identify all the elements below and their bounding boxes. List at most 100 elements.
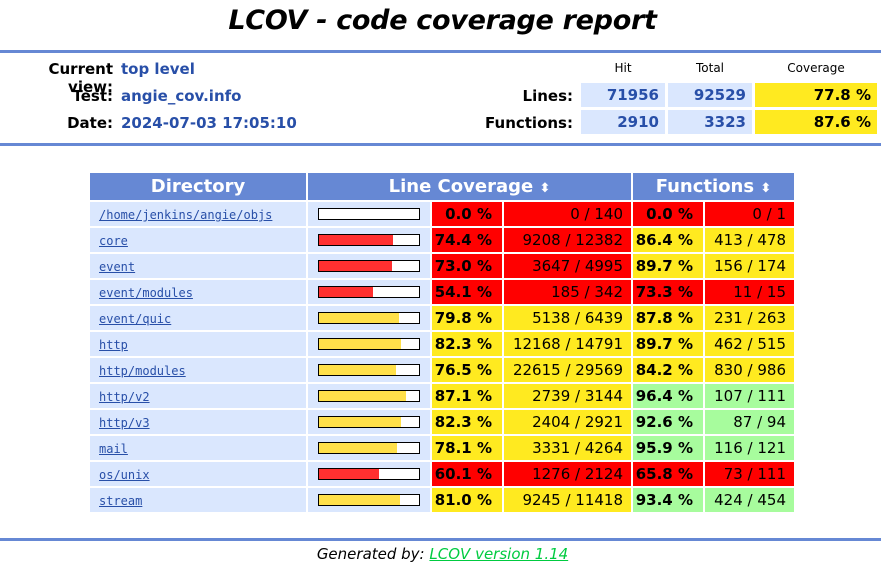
coverage-table: Directory Line Coverage ⬍ Functions ⬍ /h… [88,171,796,514]
directory-header: Directory [90,173,306,200]
function-coverage-count: 87 / 94 [705,410,794,434]
header-bottom-ruler [0,143,881,146]
function-coverage-count: 73 / 111 [705,462,794,486]
coverage-bar [318,442,420,454]
directory-cell: http [90,332,306,356]
coverage-bar-fill [319,235,394,245]
sort-icon[interactable]: ⬍ [760,181,772,196]
function-coverage-percent: 93.4 % [633,488,703,512]
coverage-bar [318,364,420,376]
hit-column-header: Hit [614,61,632,75]
coverage-bar-fill [319,443,398,453]
test-label: Test: [72,87,113,105]
lines-coverage: 77.8 % [755,83,877,107]
line-coverage-count: 3647 / 4995 [504,254,631,278]
table-row: event 73.0 % 3647 / 4995 89.7 % 156 / 174 [90,254,794,278]
function-coverage-count: 424 / 454 [705,488,794,512]
total-column-header: Total [695,61,725,75]
coverage-bar-fill [319,469,380,479]
function-coverage-percent: 96.4 % [633,384,703,408]
line-coverage-count: 2404 / 2921 [504,410,631,434]
function-coverage-percent: 95.9 % [633,436,703,460]
directory-link[interactable]: stream [99,494,143,508]
directory-cell: event/quic [90,306,306,330]
line-coverage-percent: 54.1 % [432,280,502,304]
footer: Generated by: LCOV version 1.14 [0,545,885,563]
line-coverage-percent: 81.0 % [432,488,502,512]
line-coverage-header[interactable]: Line Coverage ⬍ [308,173,631,200]
directory-link[interactable]: event/quic [99,312,172,326]
coverage-bar-cell [308,410,430,434]
line-coverage-count: 0 / 140 [504,202,631,226]
line-coverage-percent: 82.3 % [432,410,502,434]
coverage-bar-cell [308,384,430,408]
coverage-bar-cell [308,488,430,512]
directory-link[interactable]: core [99,234,128,248]
table-row: stream 81.0 % 9245 / 11418 93.4 % 424 / 454 [90,488,794,512]
function-coverage-percent: 92.6 % [633,410,703,434]
directory-link[interactable]: http [99,338,128,352]
coverage-bar-cell [308,254,430,278]
function-coverage-percent: 0.0 % [633,202,703,226]
page-title: LCOV - code coverage report [228,5,657,36]
line-coverage-percent: 60.1 % [432,462,502,486]
directory-link[interactable]: event/modules [99,286,193,300]
coverage-bar-cell [308,306,430,330]
coverage-bar [318,286,420,298]
coverage-bar [318,234,420,246]
directory-link[interactable]: /home/jenkins/angie/objs [99,208,273,222]
directory-cell: /home/jenkins/angie/objs [90,202,306,226]
table-row: core 74.4 % 9208 / 12382 86.4 % 413 / 478 [90,228,794,252]
line-coverage-percent: 87.1 % [432,384,502,408]
directory-link[interactable]: os/unix [99,468,150,482]
directory-link[interactable]: mail [99,442,128,456]
lines-label: Lines: [522,87,573,105]
table-row: event/modules 54.1 % 185 / 342 73.3 % 11 / 1… [90,280,794,304]
function-coverage-count: 830 / 986 [705,358,794,382]
directory-cell: http/modules [90,358,306,382]
coverage-bar-fill [319,339,402,349]
sort-icon[interactable]: ⬍ [539,181,551,196]
footer-ruler [0,538,881,541]
line-coverage-percent: 79.8 % [432,306,502,330]
coverage-bar [318,338,420,350]
line-coverage-percent: 82.3 % [432,332,502,356]
directory-cell: event [90,254,306,278]
line-coverage-count: 185 / 342 [504,280,631,304]
function-coverage-percent: 87.8 % [633,306,703,330]
functions-header[interactable]: Functions ⬍ [633,173,794,200]
line-coverage-count: 3331 / 4264 [504,436,631,460]
coverage-bar-fill [319,287,374,297]
coverage-bar-fill [319,261,392,271]
current-view-link[interactable]: top level [121,60,195,78]
line-coverage-percent: 0.0 % [432,202,502,226]
directory-link[interactable]: http/v2 [99,390,150,404]
coverage-bar [318,416,420,428]
function-coverage-percent: 86.4 % [633,228,703,252]
directory-cell: stream [90,488,306,512]
current-view-label: Current view: [48,60,113,96]
coverage-bar [318,390,420,402]
functions-total: 3323 [668,110,752,134]
coverage-bar [318,494,420,506]
line-coverage-count: 5138 / 6439 [504,306,631,330]
table-row: /home/jenkins/angie/objs 0.0 % 0 / 140 0.0 … [90,202,794,226]
coverage-bar-cell [308,462,430,486]
line-coverage-percent: 76.5 % [432,358,502,382]
test-value: angie_cov.info [121,87,242,105]
line-coverage-count: 2739 / 3144 [504,384,631,408]
directory-link[interactable]: http/modules [99,364,186,378]
table-row: mail 78.1 % 3331 / 4264 95.9 % 116 / 121 [90,436,794,460]
coverage-bar-cell [308,332,430,356]
function-coverage-percent: 84.2 % [633,358,703,382]
lcov-version-link[interactable]: LCOV version 1.14 [429,545,569,563]
line-coverage-count: 9208 / 12382 [504,228,631,252]
coverage-column-header: Coverage [787,61,845,75]
function-coverage-percent: 73.3 % [633,280,703,304]
functions-label: Functions: [485,114,573,132]
function-coverage-count: 0 / 1 [705,202,794,226]
coverage-bar-fill [319,365,396,375]
directory-link[interactable]: http/v3 [99,416,150,430]
directory-link[interactable]: event [99,260,136,274]
function-coverage-count: 462 / 515 [705,332,794,356]
